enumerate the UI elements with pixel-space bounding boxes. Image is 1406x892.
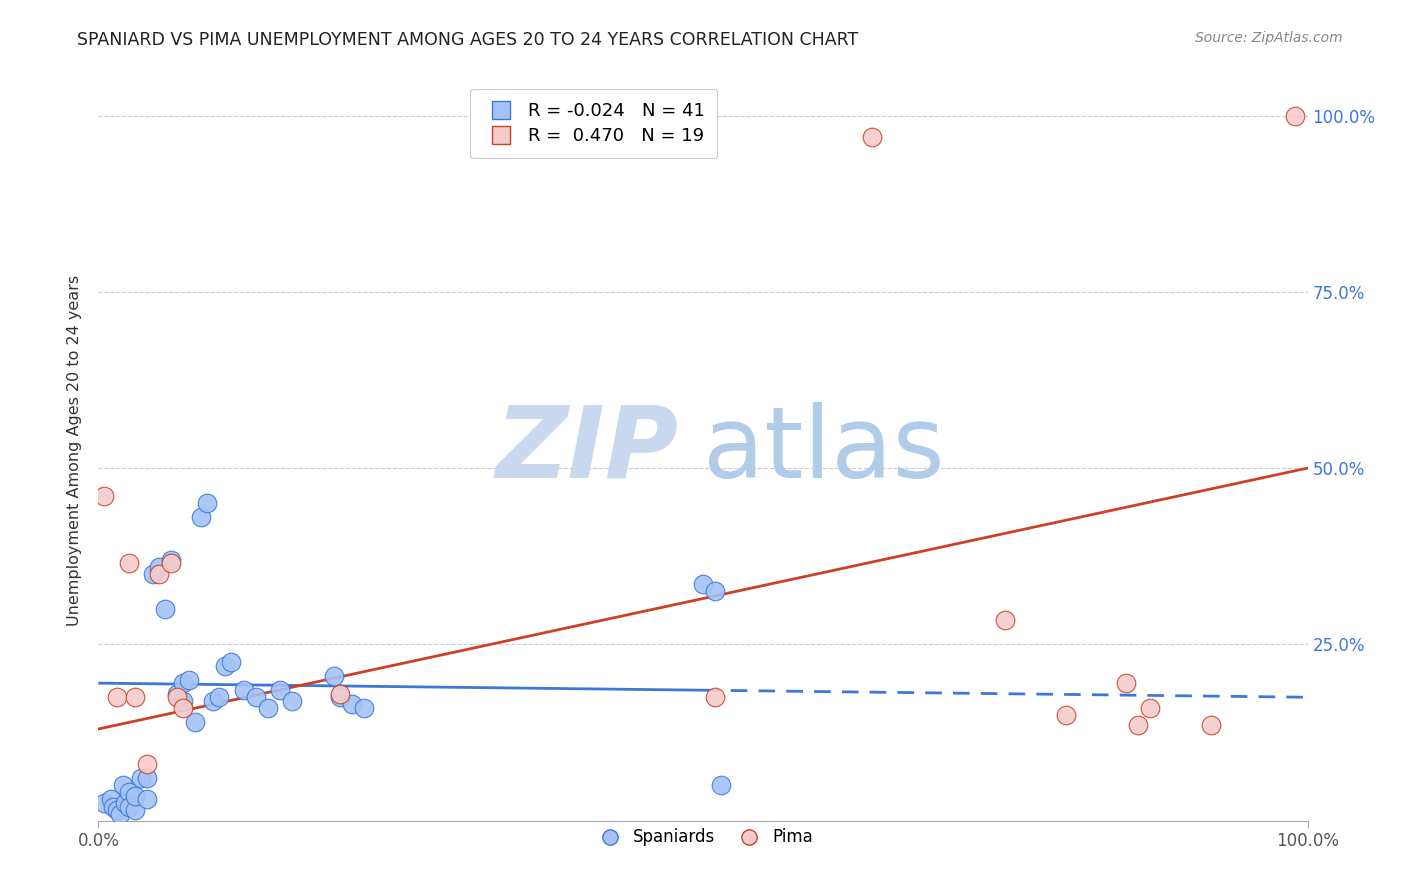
Point xyxy=(1284,109,1306,123)
Point xyxy=(1139,701,1161,715)
Point xyxy=(172,676,194,690)
Point xyxy=(353,701,375,715)
Point xyxy=(129,772,152,786)
Text: ZIP: ZIP xyxy=(496,402,679,499)
Point xyxy=(184,714,207,729)
Point xyxy=(100,792,122,806)
Point xyxy=(118,785,141,799)
Text: atlas: atlas xyxy=(703,402,945,499)
Point xyxy=(124,690,146,705)
Point xyxy=(105,803,128,817)
Point xyxy=(172,694,194,708)
Point xyxy=(1115,676,1137,690)
Point xyxy=(704,690,727,705)
Point xyxy=(710,778,733,792)
Point xyxy=(166,687,188,701)
Point xyxy=(269,683,291,698)
Point xyxy=(93,489,115,503)
Point xyxy=(221,655,243,669)
Point xyxy=(108,806,131,821)
Point xyxy=(281,694,304,708)
Point xyxy=(124,789,146,803)
Point xyxy=(135,792,157,806)
Point xyxy=(160,553,183,567)
Point xyxy=(190,510,212,524)
Point xyxy=(232,683,254,698)
Text: SPANIARD VS PIMA UNEMPLOYMENT AMONG AGES 20 TO 24 YEARS CORRELATION CHART: SPANIARD VS PIMA UNEMPLOYMENT AMONG AGES… xyxy=(77,31,859,49)
Legend: Spaniards, Pima: Spaniards, Pima xyxy=(586,822,820,853)
Point xyxy=(153,602,176,616)
Point xyxy=(329,687,352,701)
Point xyxy=(329,690,352,705)
Point xyxy=(692,577,714,591)
Point xyxy=(124,803,146,817)
Point xyxy=(142,566,165,581)
Point xyxy=(166,690,188,705)
Point xyxy=(994,613,1017,627)
Point xyxy=(245,690,267,705)
Point xyxy=(105,690,128,705)
Point xyxy=(202,694,225,708)
Point xyxy=(179,673,201,687)
Point xyxy=(1199,718,1222,732)
Point xyxy=(214,658,236,673)
Point xyxy=(118,556,141,570)
Text: Source: ZipAtlas.com: Source: ZipAtlas.com xyxy=(1195,31,1343,45)
Point xyxy=(860,129,883,144)
Y-axis label: Unemployment Among Ages 20 to 24 years: Unemployment Among Ages 20 to 24 years xyxy=(67,275,83,626)
Point xyxy=(172,701,194,715)
Point xyxy=(208,690,231,705)
Point xyxy=(148,559,170,574)
Point xyxy=(195,496,218,510)
Point xyxy=(135,772,157,786)
Point xyxy=(148,566,170,581)
Point xyxy=(1054,707,1077,722)
Point xyxy=(135,757,157,772)
Point xyxy=(114,796,136,810)
Point xyxy=(111,778,134,792)
Point xyxy=(323,669,346,683)
Point xyxy=(118,799,141,814)
Point xyxy=(1128,718,1150,732)
Point xyxy=(704,584,727,599)
Point xyxy=(93,796,115,810)
Point xyxy=(256,701,278,715)
Point xyxy=(160,556,183,570)
Point xyxy=(342,698,364,712)
Point xyxy=(101,799,124,814)
